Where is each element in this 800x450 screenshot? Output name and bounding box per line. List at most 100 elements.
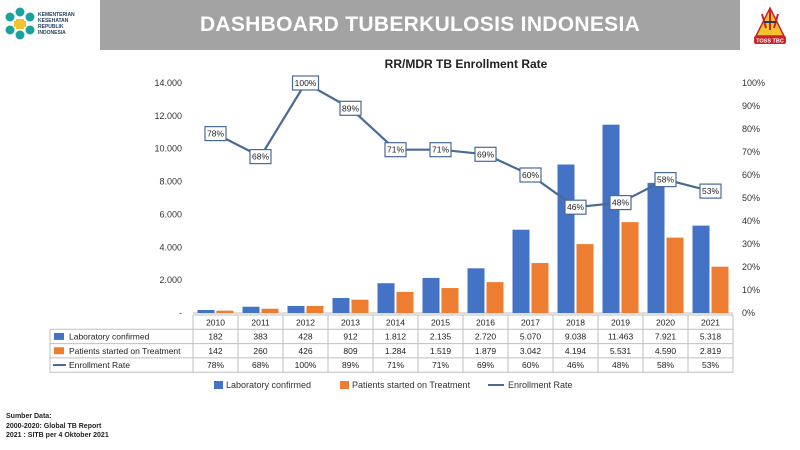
bar-laboratory-confirmed (512, 229, 530, 313)
right-axis-tick: 30% (742, 239, 760, 249)
bar-laboratory-confirmed (647, 182, 665, 313)
logo-line: KESEHATAN (38, 18, 69, 24)
table-year: 2010 (206, 317, 225, 327)
enrollment-rate-label: 58% (657, 175, 674, 185)
bar-started-treatment (711, 266, 729, 313)
enrollment-rate-label-box (519, 167, 542, 183)
bar-laboratory-confirmed (557, 164, 575, 313)
left-axis-tick: 4.000 (159, 242, 182, 252)
enrollment-rate-label: 89% (342, 103, 359, 113)
left-axis-tick: 14.000 (154, 78, 182, 88)
right-axis-tick: 100% (742, 78, 765, 88)
right-axis-tick: 50% (742, 193, 760, 203)
source-line: Sumber Data: (6, 413, 52, 420)
enrollment-rate-label: 53% (702, 186, 719, 196)
table-cell: 48% (612, 360, 629, 370)
table-cell: 5.531 (610, 346, 632, 356)
enrollment-rate-point: 53% (699, 183, 722, 199)
table-cell: 100% (295, 360, 317, 370)
right-axis-tick: 40% (742, 216, 760, 226)
table-year: 2015 (431, 317, 450, 327)
table-cell: 89% (342, 360, 359, 370)
table-cell: 182 (208, 332, 222, 342)
bar-started-treatment (666, 237, 684, 313)
legend-swatch (214, 381, 223, 389)
table-cell: 7.921 (655, 332, 677, 342)
enrollment-rate-label-box (699, 183, 722, 199)
bar-laboratory-confirmed (467, 268, 485, 313)
enrollment-rate-label-box (384, 142, 407, 158)
logo-line: REPUBLIK (38, 24, 64, 30)
source-line: 2000-2020: Global TB Report (6, 422, 102, 430)
table-cell: 5.070 (520, 332, 542, 342)
right-axis-tick: 10% (742, 285, 760, 295)
legend-swatch (340, 381, 349, 389)
bar-started-treatment (306, 306, 324, 313)
table-row-swatch (54, 332, 64, 340)
right-axis-tick: 60% (742, 170, 760, 180)
bar-started-treatment (351, 299, 369, 313)
legend-item: Laboratory confirmed (214, 380, 311, 390)
bar-laboratory-confirmed (692, 225, 710, 313)
table-year: 2014 (386, 317, 405, 327)
enrollment-rate-label: 68% (252, 152, 269, 162)
table-cell: 912 (343, 332, 357, 342)
table-cell: 60% (522, 360, 539, 370)
table-cell: 2.819 (700, 346, 722, 356)
table-cell: 428 (298, 332, 312, 342)
table-row-label: Enrollment Rate (69, 360, 130, 370)
logo-line: INDONESIA (38, 30, 66, 36)
legend-label: Enrollment Rate (508, 380, 573, 390)
table-row-label: Patients started on Treatment (69, 346, 181, 356)
table-row: Laboratory confirmed 182 383 428 912 1.812 2.1… (54, 332, 721, 342)
bar-laboratory-confirmed (242, 306, 260, 313)
table-year: 2021 (701, 317, 720, 327)
table-cell: 2.135 (430, 332, 452, 342)
bar-started-treatment (216, 310, 234, 313)
table-cell: 809 (343, 346, 357, 356)
left-axis-tick: 6.000 (159, 209, 182, 219)
data-table: 2010 2011 2012 2013 2014 2015 2016 2017 2018 2019… (49, 314, 734, 373)
right-axis-tick: 0% (742, 308, 755, 318)
left-axis-tick: 8.000 (159, 177, 182, 187)
enrollment-rate-label: 48% (612, 198, 629, 208)
legend-item: Patients started on Treatment (340, 380, 471, 390)
table-cell: 1.879 (475, 346, 497, 356)
chart-title: RR/MDR TB Enrollment Rate (385, 57, 548, 71)
table-cell: 1.812 (385, 332, 407, 342)
table-row-label: Laboratory confirmed (69, 332, 150, 342)
table-cell: 3.042 (520, 346, 542, 356)
logo-text: KEMENTERIAN KESEHATAN REPUBLIK INDONESIA (38, 12, 75, 36)
table-cell: 2.720 (475, 332, 497, 342)
table-cell: 53% (702, 360, 719, 370)
page-title: DASHBOARD TUBERKULOSIS INDONESIA (199, 13, 641, 36)
toss-tbc-icon: TOSS TBC (754, 6, 786, 45)
table-cell: 71% (432, 360, 449, 370)
enrollment-rate-label: 100% (295, 78, 317, 88)
table-cell: 260 (253, 346, 267, 356)
left-axis-tick: 2.000 (159, 275, 182, 285)
table-year: 2011 (251, 317, 270, 327)
enrollment-rate-label: 78% (207, 129, 224, 139)
enrollment-rate-point: 46% (564, 199, 587, 215)
source-note: Sumber Data: 2000-2020: Global TB Report… (6, 412, 109, 441)
enrollment-rate-label: 71% (432, 145, 449, 155)
ministry-emblem-icon (5, 7, 35, 40)
source-line: 2021 : SITB per 4 Oktober 2021 (6, 432, 109, 439)
right-axis-tick: 90% (742, 101, 760, 111)
enrollment-rate-label-box (339, 100, 362, 116)
right-axis-tick: 80% (742, 124, 760, 134)
bars (197, 124, 729, 313)
enrollment-rate-point: 48% (609, 195, 632, 211)
table-year: 2016 (476, 317, 495, 327)
table-row: Enrollment Rate 78% 68% 100% 89% 71% 71% 69% 60%… (53, 360, 719, 370)
table-row-swatch (54, 347, 64, 355)
bar-laboratory-confirmed (332, 298, 350, 313)
table-cell: 71% (387, 360, 404, 370)
right-axis: 0% 10% 20% 30% 40% 50% 60% 70% 80% 90% 100% (742, 78, 765, 318)
table-year: 2017 (521, 317, 540, 327)
enrollment-rate-point: 60% (519, 167, 542, 183)
left-axis-tick: 12.000 (154, 111, 182, 121)
